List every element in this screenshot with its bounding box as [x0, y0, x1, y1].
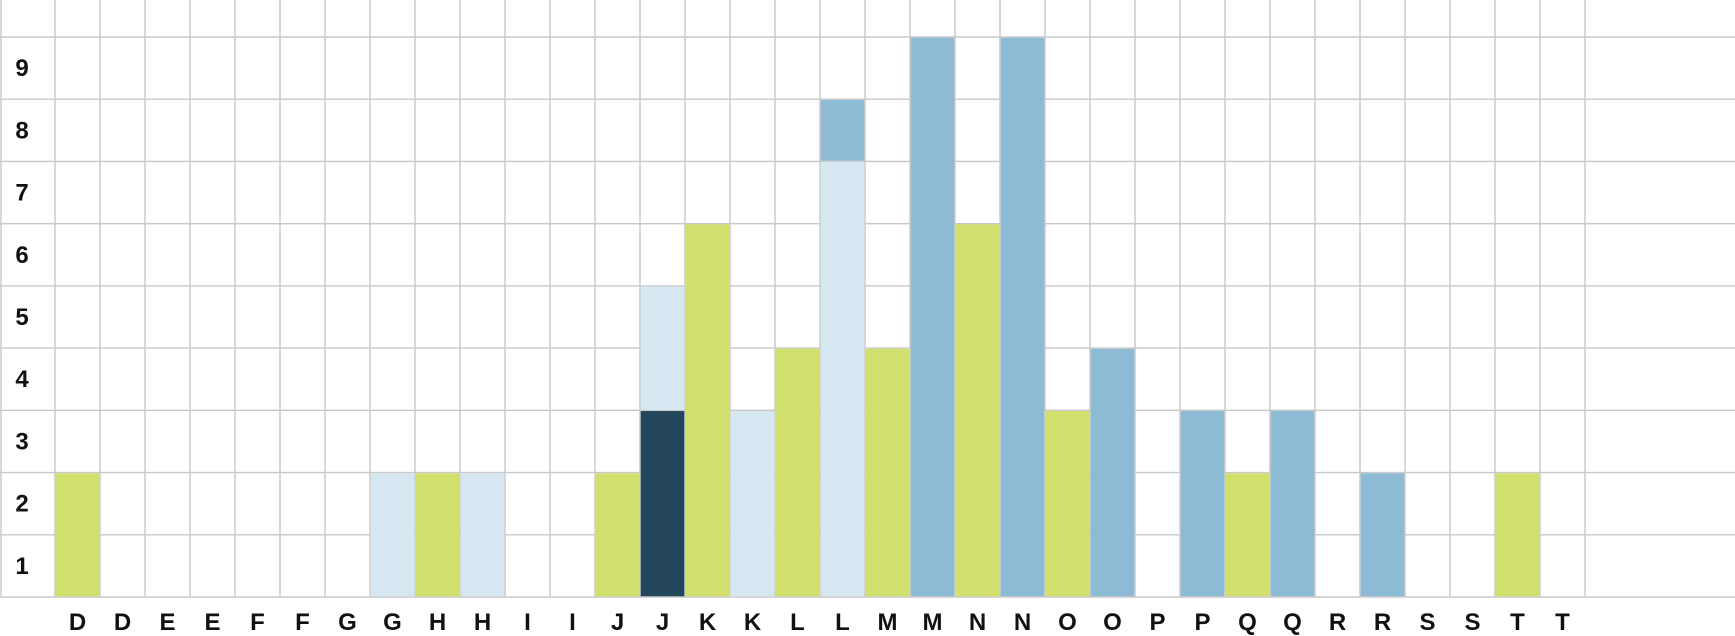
- x-tick-label: Q: [1238, 609, 1257, 636]
- x-tick-label: R: [1329, 609, 1346, 636]
- bar-segment: [685, 224, 730, 597]
- x-tick-label: G: [338, 609, 357, 636]
- x-tick-label: F: [295, 609, 310, 636]
- bar-segment: [640, 411, 685, 597]
- bar-segment: [1045, 411, 1090, 597]
- x-tick-label: G: [383, 609, 402, 636]
- bar-segment: [865, 348, 910, 597]
- bar-segment: [460, 473, 505, 597]
- x-tick-label: O: [1103, 609, 1122, 636]
- y-tick-label: 5: [15, 304, 28, 331]
- bar-segment: [595, 473, 640, 597]
- y-tick-label: 9: [15, 55, 28, 82]
- x-tick-label: H: [474, 609, 491, 636]
- bar-segment: [730, 411, 775, 597]
- x-tick-label: P: [1194, 609, 1210, 636]
- x-tick-label: H: [429, 609, 446, 636]
- bar-segment: [1000, 37, 1045, 597]
- grid-lines: [0, 0, 1735, 598]
- x-tick-label: D: [114, 609, 131, 636]
- x-tick-label: T: [1510, 609, 1525, 636]
- x-tick-label: N: [969, 609, 986, 636]
- y-tick-label: 8: [15, 117, 28, 144]
- x-tick-label: L: [790, 609, 805, 636]
- bar-segment: [1090, 348, 1135, 597]
- bars: [55, 37, 1540, 597]
- bar-segment: [1180, 411, 1225, 597]
- x-tick-label: T: [1555, 609, 1570, 636]
- y-tick-label: 7: [15, 180, 28, 207]
- x-tick-label: J: [611, 609, 624, 636]
- x-tick-label: K: [699, 609, 717, 636]
- bar-segment: [910, 37, 955, 597]
- x-tick-label: P: [1149, 609, 1165, 636]
- x-tick-label: E: [159, 609, 175, 636]
- x-tick-label: M: [878, 609, 898, 636]
- x-tick-label: S: [1419, 609, 1435, 636]
- x-tick-label: E: [204, 609, 220, 636]
- y-tick-label: 2: [15, 491, 28, 518]
- bar-segment: [820, 99, 865, 161]
- x-tick-label: N: [1014, 609, 1031, 636]
- y-tick-label: 1: [15, 553, 28, 580]
- x-tick-label: K: [744, 609, 762, 636]
- bar-segment: [955, 224, 1000, 597]
- bar-segment: [820, 162, 865, 597]
- bar-segment: [1495, 473, 1540, 597]
- y-axis-tick-labels: 1 2 3 4 5 6 7 8 9: [15, 55, 29, 580]
- bar-segment: [775, 348, 820, 597]
- bar-segment: [640, 286, 685, 410]
- bar-segment: [55, 473, 100, 597]
- y-tick-label: 3: [15, 428, 28, 455]
- x-tick-label: O: [1058, 609, 1077, 636]
- bar-segment: [1225, 473, 1270, 597]
- bar-segment: [1270, 411, 1315, 597]
- x-tick-label: D: [69, 609, 86, 636]
- bar-segment: [415, 473, 460, 597]
- x-tick-label: S: [1464, 609, 1480, 636]
- y-tick-label: 4: [15, 366, 29, 393]
- x-tick-label: I: [569, 609, 576, 636]
- x-tick-label: F: [250, 609, 265, 636]
- x-tick-label: J: [656, 609, 669, 636]
- bar-segment: [1360, 473, 1405, 597]
- x-tick-label: Q: [1283, 609, 1302, 636]
- x-tick-label: R: [1374, 609, 1391, 636]
- x-tick-label: I: [524, 609, 531, 636]
- x-tick-label: L: [835, 609, 850, 636]
- x-tick-label: M: [923, 609, 943, 636]
- bar-segment: [370, 473, 415, 597]
- y-tick-label: 6: [15, 242, 28, 269]
